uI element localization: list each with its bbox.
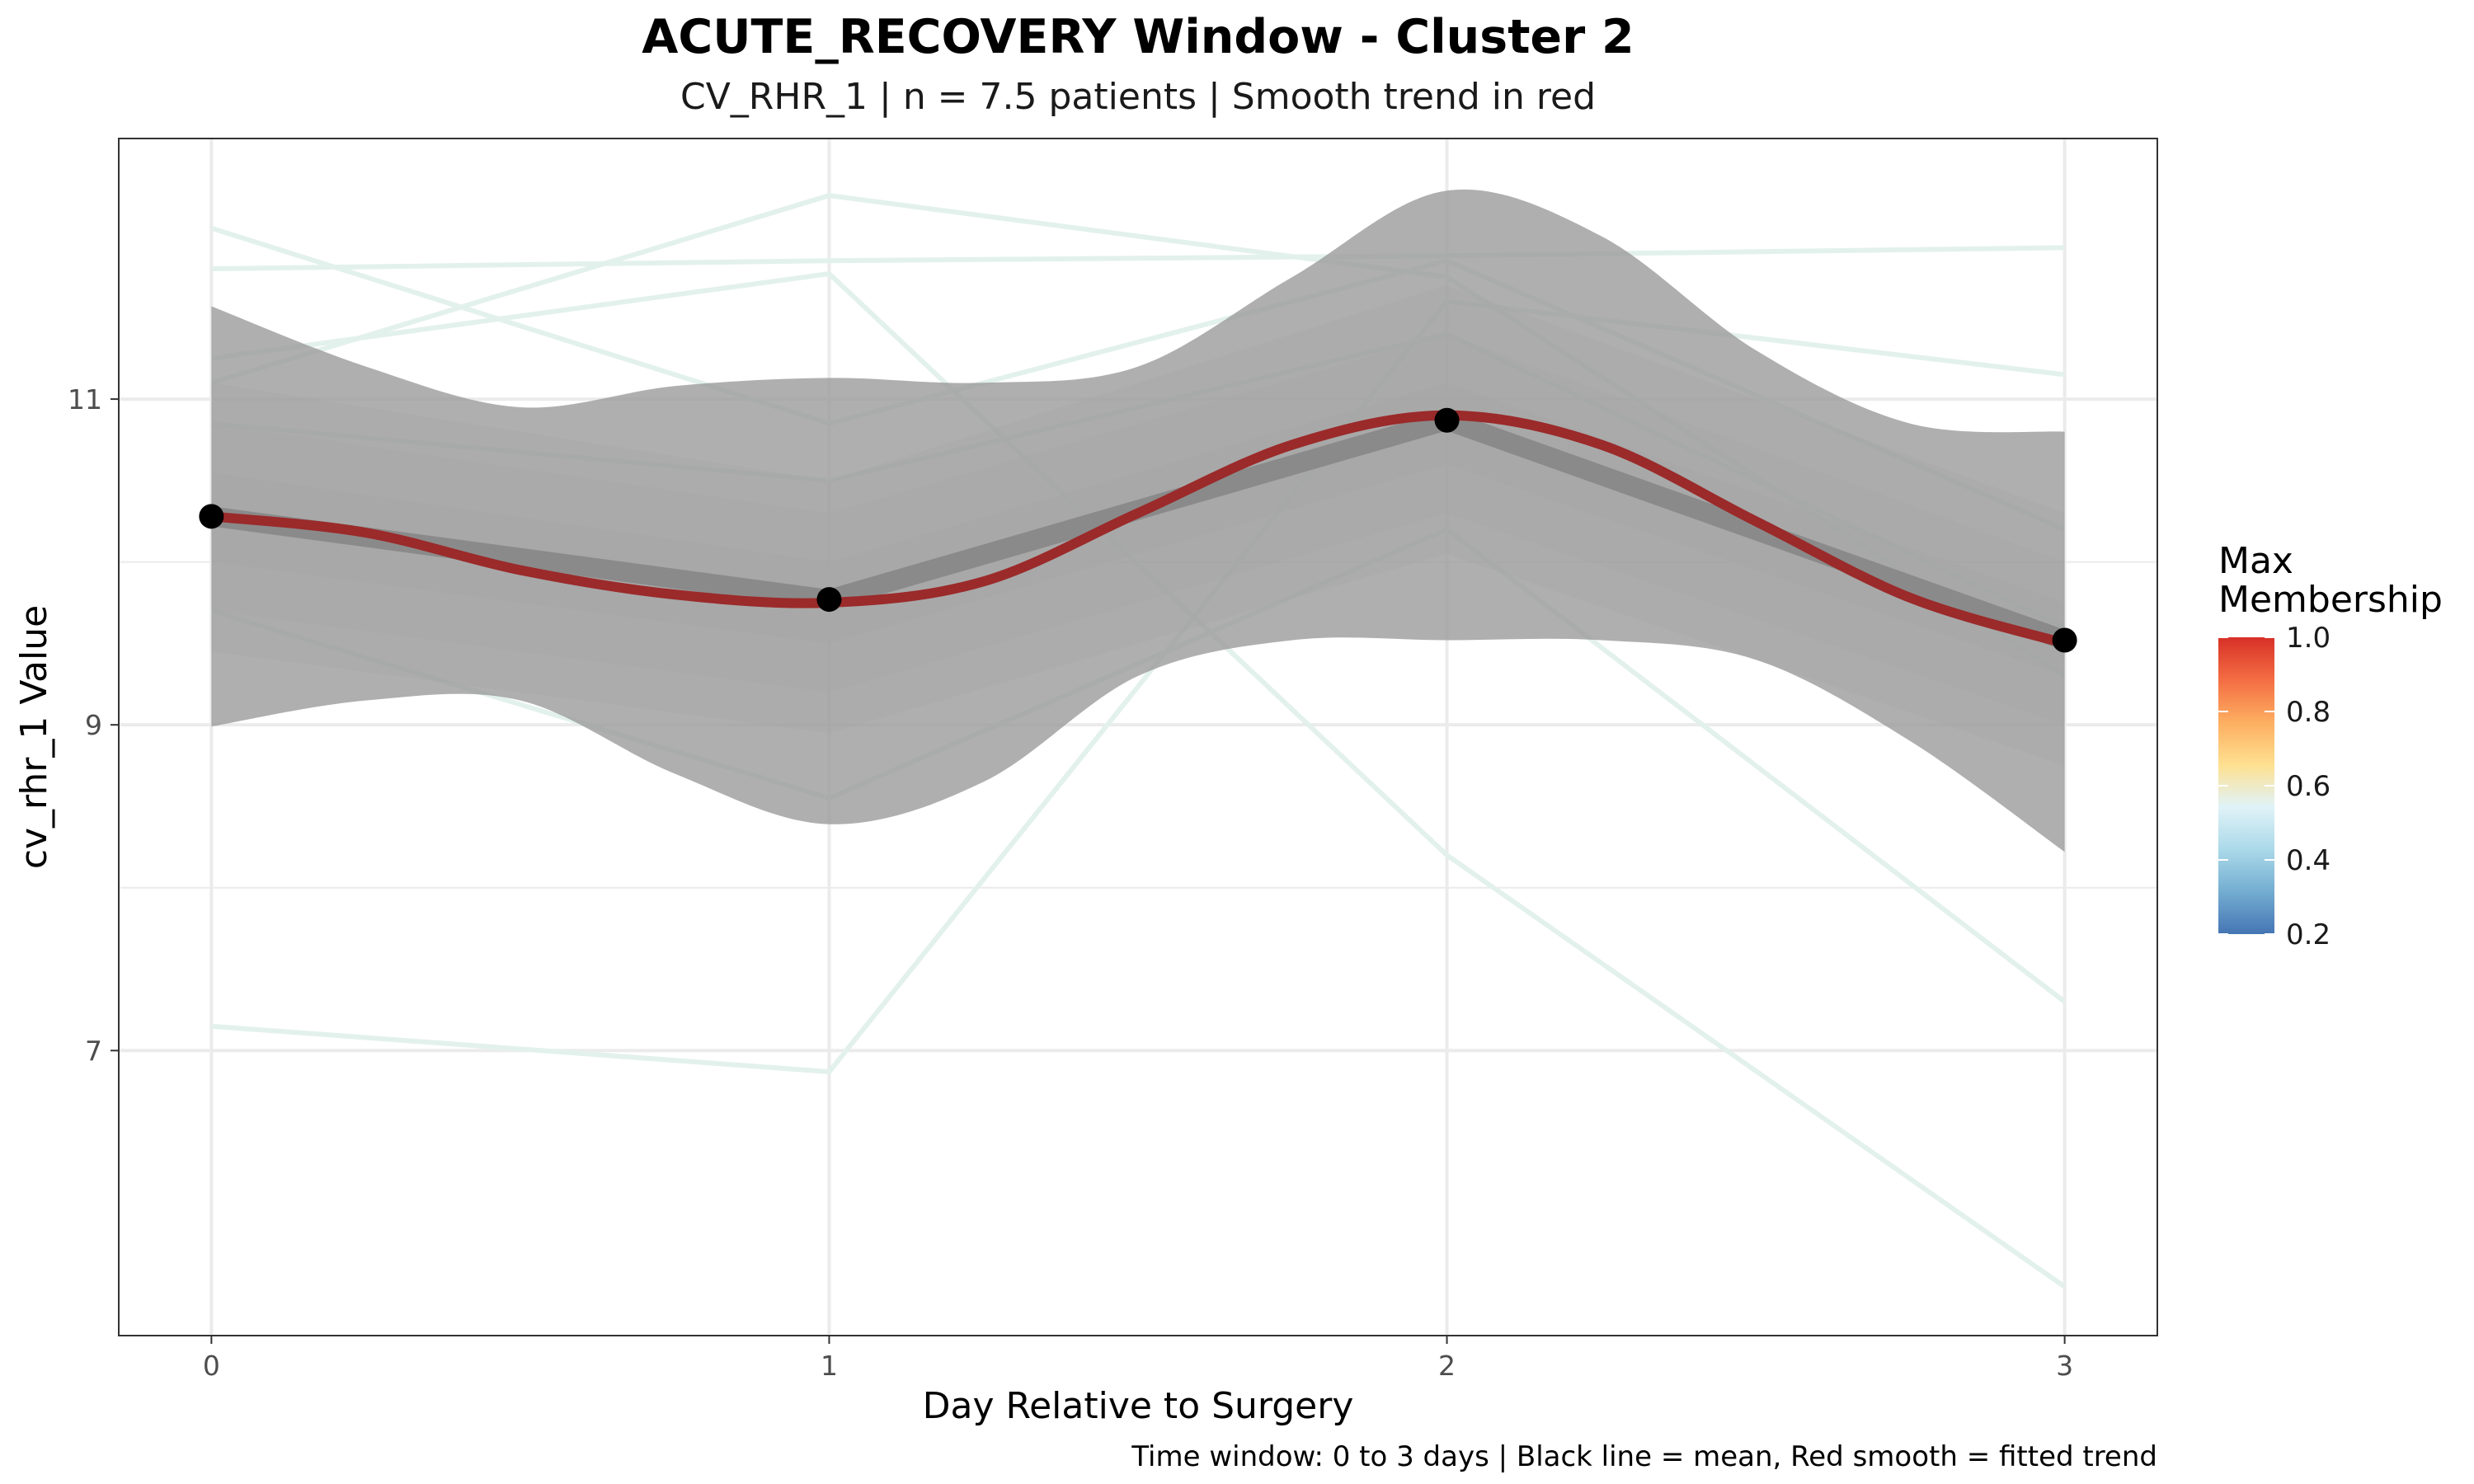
legend-title-line1: Max — [2218, 540, 2293, 582]
x-tick-label: 2 — [1438, 1350, 1456, 1382]
legend-title-line2: Membership — [2218, 579, 2443, 621]
plot-background — [119, 139, 2157, 1336]
chart-title: ACUTE_RECOVERY Window - Cluster 2 — [642, 10, 1634, 64]
x-tick-label: 1 — [821, 1350, 838, 1382]
mean-point — [2052, 627, 2077, 653]
y-axis: 7 9 11 — [68, 383, 119, 1067]
x-axis: 0 1 2 3 — [203, 1336, 2073, 1382]
chart-caption: Time window: 0 to 3 days | Black line = … — [1131, 1440, 2157, 1473]
y-tick-label: 11 — [68, 383, 102, 416]
legend-label: 0.8 — [2286, 696, 2331, 729]
y-axis-label: cv_rhr_1 Value — [13, 605, 55, 869]
legend-ticks: 1.0 0.8 0.6 0.4 0.2 — [2218, 622, 2331, 951]
x-axis-label: Day Relative to Surgery — [923, 1385, 1354, 1427]
patient-line — [211, 298, 2065, 1075]
mean-ribbon — [211, 383, 2065, 676]
chart-subtitle: CV_RHR_1 | n = 7.5 patients | Smooth tre… — [680, 76, 1596, 118]
patient-line — [211, 245, 2065, 271]
legend-label: 1.0 — [2286, 622, 2331, 655]
legend-label: 0.4 — [2286, 844, 2331, 877]
y-tick-label: 9 — [85, 709, 102, 741]
x-tick-label: 3 — [2056, 1350, 2073, 1382]
smooth-trend-line — [206, 410, 2070, 649]
mean-point — [199, 504, 224, 529]
x-tick-label: 0 — [203, 1350, 220, 1382]
legend-label: 0.2 — [2286, 918, 2331, 951]
mean-point — [1434, 407, 1460, 433]
mean-point — [816, 587, 842, 613]
smooth-confidence-ribbon — [211, 189, 2065, 852]
legend: Max Membership 1.0 0.8 0.6 0.4 0.2 — [2218, 540, 2443, 951]
mean-ribbon — [211, 284, 2065, 766]
y-tick-label: 7 — [85, 1035, 102, 1067]
plot-panel — [199, 189, 2077, 1289]
legend-label: 0.6 — [2286, 770, 2331, 803]
panel-border — [118, 138, 2158, 1336]
mean-ribbon — [211, 334, 2065, 726]
